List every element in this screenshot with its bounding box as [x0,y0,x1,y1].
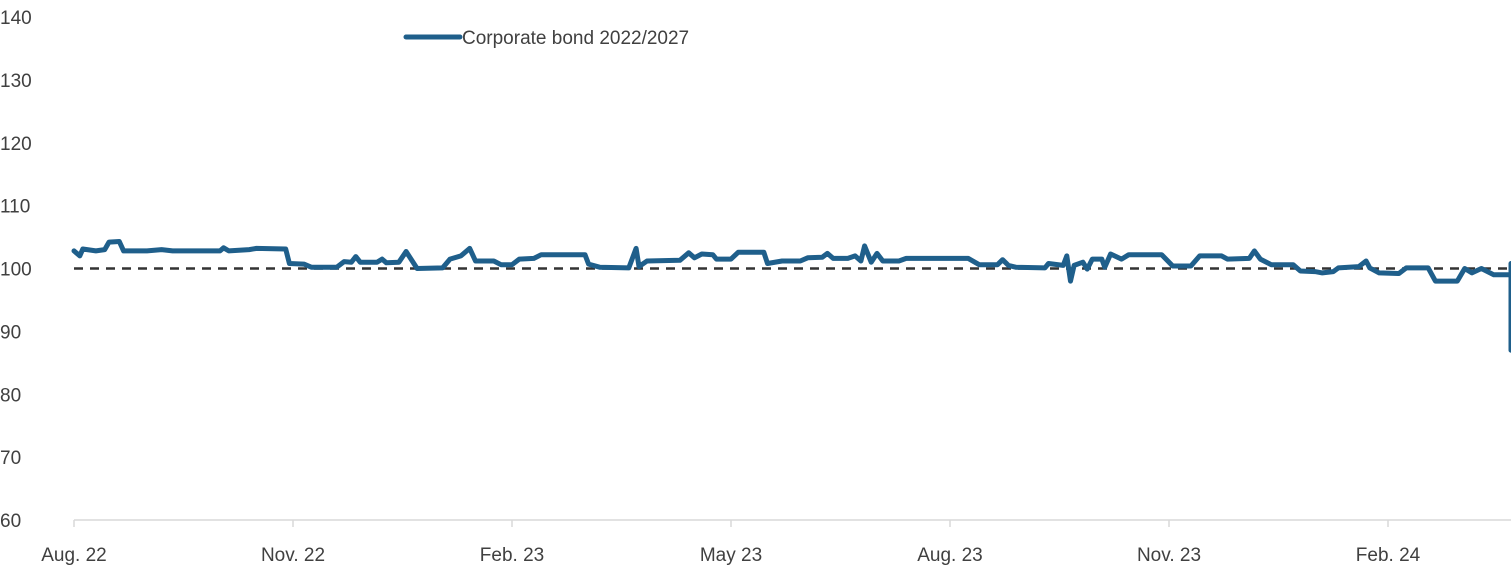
y-tick-label: 140 [0,8,32,29]
x-tick-label: Nov. 22 [261,545,325,566]
x-tick-label: Aug. 23 [917,545,983,566]
x-tick-label: May 23 [700,545,762,566]
x-tick-label: Feb. 24 [1356,545,1421,566]
series-line-corporate-bond [71,239,1511,353]
y-tick-label: 60 [0,511,21,532]
x-axis [73,519,1511,527]
y-tick-label: 110 [0,197,30,218]
y-tick-label: 120 [0,134,32,155]
x-tick-label: Aug. 22 [41,545,107,566]
x-tick-label: Nov. 23 [1137,545,1201,566]
legend: Corporate bond 2022/2027 [403,28,689,49]
x-tick-label: Feb. 23 [480,545,544,566]
y-tick-label: 70 [0,448,21,469]
y-tick-label: 100 [0,260,32,281]
legend-label: Corporate bond 2022/2027 [462,28,689,49]
y-tick-label: 90 [0,322,21,343]
y-tick-label: 130 [0,71,32,92]
y-tick-label: 80 [0,385,21,406]
x-axis-tick-labels: Aug. 22 Nov. 22 Feb. 23 May 23 Aug. 23 Nov. 2… [41,545,1420,566]
y-axis-tick-labels: 60 70 80 90 100 110 120 130 140 [0,8,32,532]
